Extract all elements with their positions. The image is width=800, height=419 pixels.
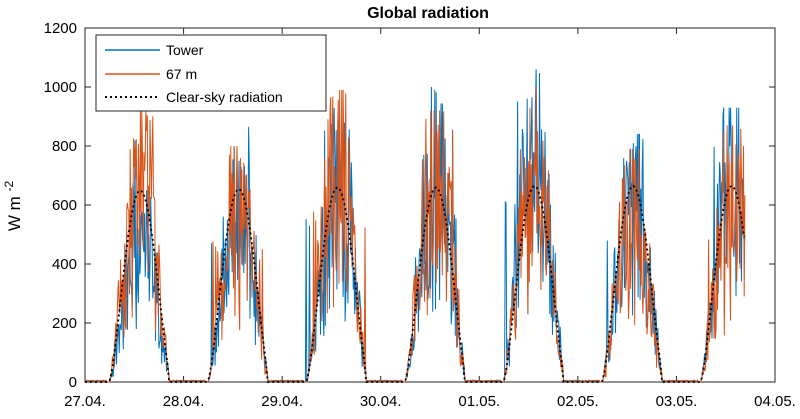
series-line-67m [84, 86, 746, 383]
y-tick-label: 1000 [44, 79, 77, 96]
y-tick-label: 600 [52, 197, 77, 214]
y-tick-label: 400 [52, 256, 77, 273]
legend-box [95, 34, 327, 112]
series-layer [84, 69, 746, 383]
x-axis: 27.04. 28.04. 29.04. 30.04. 01.05. 02.05. 03.0… [64, 28, 796, 410]
legend: Tower 67 m Clear-sky radiation [95, 34, 327, 112]
x-tick-label: 01.05. [458, 393, 500, 410]
x-tick-label: 02.05. [557, 393, 599, 410]
legend-label-67m: 67 m [166, 66, 197, 82]
x-tick-label: 30.04. [360, 393, 402, 410]
legend-label-tower: Tower [166, 42, 204, 58]
y-tick-label: 800 [52, 138, 77, 155]
y-tick-label: 0 [69, 374, 77, 391]
chart-title: Global radiation [367, 5, 489, 22]
svg-text:W m -2: W m -2 [2, 181, 24, 232]
x-tick-label: 04.05. [754, 393, 796, 410]
x-tick-label: 28.04. [163, 393, 205, 410]
x-tick-label: 29.04. [261, 393, 303, 410]
y-tick-label: 1200 [44, 20, 77, 37]
y-axis-label: W m -2 [2, 181, 24, 232]
x-tick-label: 27.04. [64, 393, 106, 410]
x-tick-label: 03.05. [656, 393, 698, 410]
legend-label-clear-sky: Clear-sky radiation [166, 89, 283, 105]
series-line-clear-sky [85, 184, 746, 383]
y-axis-label-superscript: -2 [2, 181, 16, 192]
y-tick-label: 200 [52, 315, 77, 332]
y-axis: 0 200 400 600 800 1000 1200 [44, 20, 775, 391]
y-axis-label-text: W m [5, 196, 24, 231]
